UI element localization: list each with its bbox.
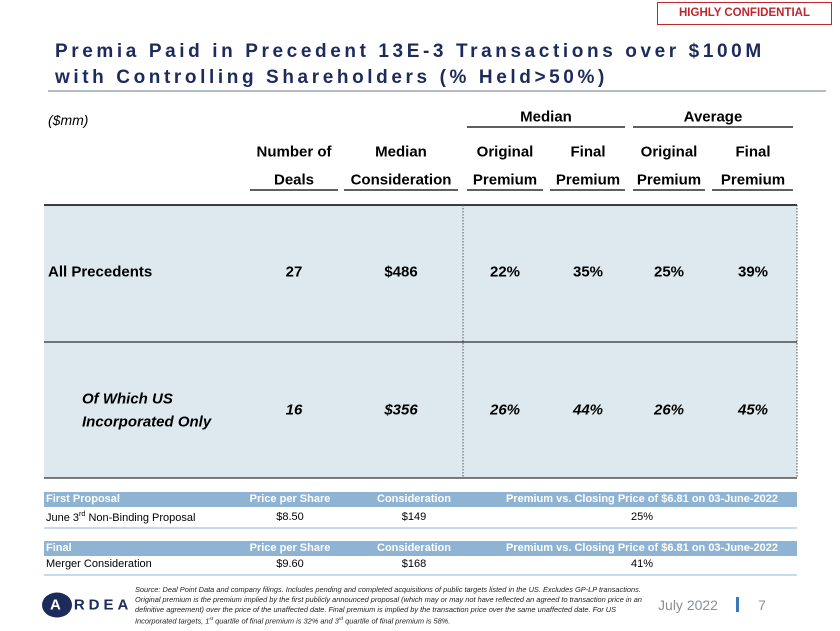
proposal-header: Final — [46, 542, 72, 554]
proposal-header: Consideration — [377, 493, 451, 505]
label-text: June 3 — [46, 511, 80, 524]
superscript: rd — [338, 617, 344, 622]
page-number: 7 — [758, 597, 766, 613]
proposal-bar — [44, 492, 797, 507]
column-header: Premium — [555, 171, 621, 189]
column-header: Original — [476, 143, 534, 161]
row-label: Of Which US — [82, 390, 173, 407]
column-header: Final — [735, 143, 771, 161]
cell-value: 16 — [285, 401, 303, 419]
footer-separator — [736, 597, 739, 612]
proposal-value: $8.50 — [276, 511, 304, 523]
slide-title: Premia Paid in Precedent 13E-3 Transacti… — [55, 41, 765, 62]
cell-value: 44% — [572, 401, 604, 419]
proposal-value: 41% — [630, 558, 654, 570]
column-header: Consideration — [350, 171, 452, 189]
source-text: quartile of final premium is 32% and 3 — [213, 616, 339, 626]
proposal-value: 25% — [630, 511, 654, 523]
proposal-header: Price per Share — [249, 493, 331, 505]
cell-value: 26% — [653, 401, 685, 419]
cell-value: 45% — [737, 401, 769, 419]
group-header: Average — [683, 108, 743, 126]
cell-value: 25% — [653, 263, 685, 281]
slide-title: with Controlling Shareholders (% Held>50… — [55, 67, 608, 88]
label-text: Non-Binding Proposal — [85, 511, 196, 524]
cell-value: 27 — [285, 263, 303, 281]
confidential-badge: HIGHLY CONFIDENTIAL — [657, 2, 832, 25]
footer-date: July 2022 — [658, 597, 718, 613]
cell-value: 22% — [489, 263, 521, 281]
source-text: Source: Deal Point Data and company fili… — [135, 585, 642, 626]
group-header: Median — [520, 108, 572, 126]
row-label: All Precedents — [48, 263, 153, 281]
cell-value: 39% — [737, 263, 769, 281]
units-label: ($mm) — [48, 112, 89, 128]
proposal-header: Consideration — [377, 542, 451, 554]
column-header: Premium — [720, 171, 786, 189]
proposal-bar — [44, 541, 797, 556]
proposal-value: $149 — [401, 511, 427, 523]
source-note: Source: Deal Point Data and company fili… — [135, 585, 647, 626]
logo: ARDEA — [50, 596, 133, 614]
superscript: st — [209, 617, 214, 622]
proposal-header: First Proposal — [46, 493, 120, 505]
proposal-label: June 3rd Non-Binding Proposal — [46, 510, 195, 524]
source-text: quartile of final premium is 58%. — [343, 616, 451, 626]
row-label: Incorporated Only — [82, 413, 212, 430]
cell-value: $486 — [384, 263, 418, 281]
column-header: Final — [570, 143, 606, 161]
column-header: Premium — [636, 171, 702, 189]
proposal-header: Premium vs. Closing Price of $6.81 on 03… — [505, 542, 779, 554]
column-header: Original — [640, 143, 698, 161]
label-text: Merger Consideration — [46, 558, 152, 570]
column-header: Median — [375, 143, 427, 161]
proposal-value: $168 — [401, 558, 427, 570]
proposal-header: Premium vs. Closing Price of $6.81 on 03… — [505, 493, 779, 505]
proposal-value: $9.60 — [276, 558, 304, 570]
cell-value: 26% — [489, 401, 521, 419]
cell-value: $356 — [384, 401, 418, 419]
column-header: Deals — [273, 171, 315, 189]
proposal-label: Merger Consideration — [46, 558, 152, 570]
proposal-header: Price per Share — [249, 542, 331, 554]
cell-value: 35% — [572, 263, 604, 281]
column-header: Premium — [472, 171, 538, 189]
column-header: Number of — [256, 143, 332, 161]
superscript: rd — [79, 510, 86, 519]
